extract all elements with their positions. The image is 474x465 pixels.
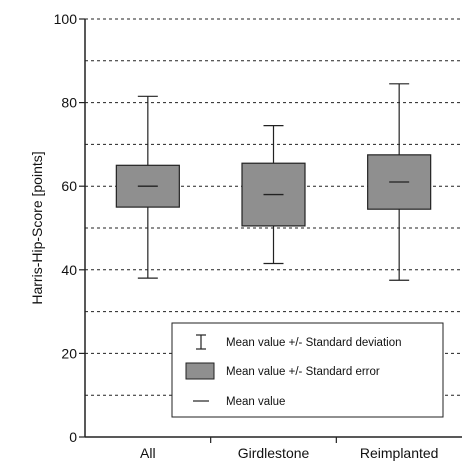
box-series: [115, 83, 432, 281]
axes: [84, 19, 462, 438]
box-all: [115, 95, 180, 279]
legend-frame: [171, 322, 444, 418]
box-girdlestone: [241, 124, 306, 265]
y-tick-label: 0: [69, 429, 77, 445]
se-box: [241, 162, 306, 227]
legend-label-sd: Mean value +/- Standard deviation: [226, 337, 402, 349]
y-tick-label: 60: [61, 178, 77, 194]
y-tick-group: 0 20 40 60 80 100: [54, 11, 85, 445]
x-tick-label: Girdlestone: [238, 445, 310, 461]
y-axis-label: Harris-Hip-Score [points]: [29, 151, 45, 304]
legend-sd-symbol: [196, 334, 206, 350]
y-tick-label: 20: [61, 345, 77, 361]
y-tick-label: 40: [61, 262, 77, 278]
x-tick-label: Reimplanted: [360, 445, 439, 461]
y-tick-label: 100: [54, 11, 78, 27]
legend: Mean value +/- Standard deviation Mean v…: [171, 322, 444, 418]
legend-se-symbol: [185, 362, 215, 380]
box-reimplanted: [367, 83, 432, 281]
y-tick-label: 80: [61, 95, 77, 111]
x-tick-group: All Girdlestone Reimplanted: [140, 437, 438, 461]
legend-label-se: Mean value +/- Standard error: [226, 366, 380, 378]
x-tick-label: All: [140, 445, 156, 461]
legend-label-mean: Mean value: [226, 396, 285, 408]
